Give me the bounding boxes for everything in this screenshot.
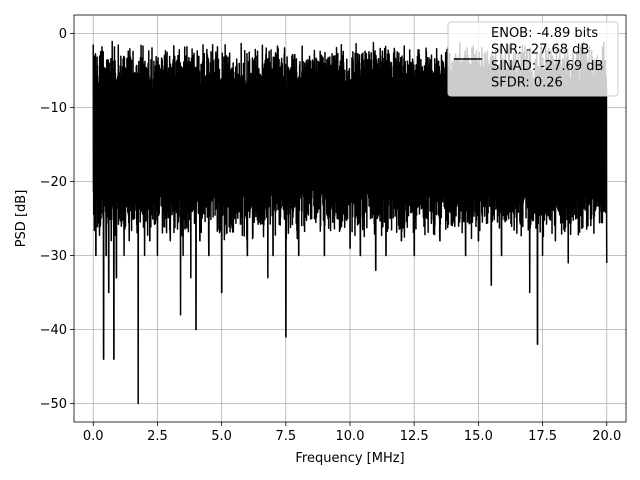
y-tick-label: −10 [40,101,67,116]
legend-entry: ENOB: -4.89 bits [491,26,598,41]
legend-entry: SNR: -27.68 dB [491,43,589,58]
psd-trace [92,40,608,405]
y-axis-label: PSD [dB] [14,190,29,248]
x-tick-label: 12.5 [400,429,429,444]
x-tick-label: 7.5 [275,429,296,444]
y-tick-label: −30 [40,249,67,264]
legend-entry: SINAD: -27.69 dB [491,59,603,74]
y-tick-label: −40 [40,323,67,338]
x-tick-label: 10.0 [336,429,365,444]
x-tick-label: 2.5 [147,429,168,444]
y-tick-label: −50 [40,397,67,412]
x-tick-label: 15.0 [464,429,493,444]
ticks: 0.0 2.5 5.0 7.5 10.0 12.5 15.0 17.5 20.0 0 −10 −20 −… [40,27,622,444]
legend-box [447,21,619,97]
x-tick-label: 17.5 [528,429,557,444]
x-tick-label: 5.0 [211,429,232,444]
x-axis-label: Frequency [MHz] [295,451,404,466]
y-tick-label: −20 [40,175,67,190]
legend-entry: SFDR: 0.26 [491,76,563,91]
psd-line [92,40,608,405]
x-tick-label: 20.0 [592,429,621,444]
x-tick-label: 0.0 [83,429,104,444]
y-tick-label: 0 [59,27,67,42]
